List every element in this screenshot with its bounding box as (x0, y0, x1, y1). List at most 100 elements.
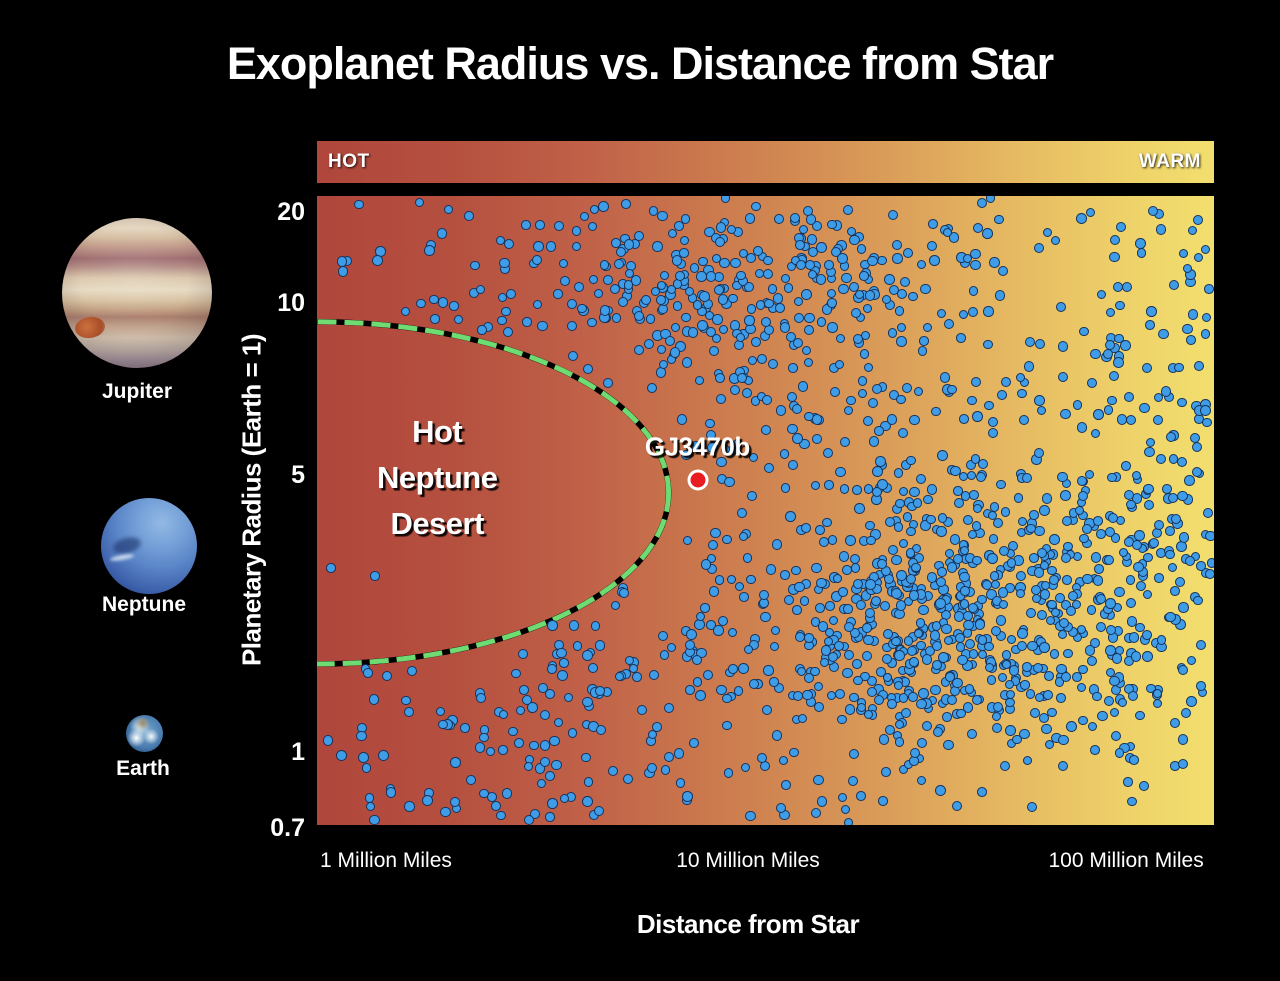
exoplanet-point (1103, 348, 1114, 360)
exoplanet-point (781, 780, 791, 790)
exoplanet-point (694, 690, 706, 702)
exoplanet-point (857, 376, 868, 386)
exoplanet-point (1125, 575, 1136, 586)
exoplanet-point (496, 315, 507, 326)
exoplanet-point (475, 742, 486, 753)
exoplanet-point (941, 624, 952, 635)
exoplanet-point (987, 428, 999, 439)
exoplanet-point (615, 247, 627, 258)
exoplanet-point (909, 487, 920, 498)
exoplanet-point (1128, 632, 1140, 644)
exoplanet-point (981, 580, 992, 591)
exoplanet-point (872, 466, 883, 477)
exoplanet-point (872, 487, 883, 498)
exoplanet-point (915, 473, 926, 484)
exoplanet-point (559, 793, 569, 804)
exoplanet-point (545, 241, 557, 252)
exoplanet-point (667, 229, 677, 239)
exoplanet-point (714, 373, 725, 383)
exoplanet-point (857, 388, 867, 398)
exoplanet-point (967, 729, 977, 740)
exoplanet-point (1077, 664, 1088, 675)
exoplanet-point (784, 511, 796, 523)
exoplanet-point (958, 414, 969, 425)
exoplanet-point (1105, 645, 1116, 656)
exoplanet-point (992, 517, 1004, 529)
exoplanet-point (502, 327, 513, 338)
exoplanet-point (962, 254, 972, 264)
exoplanet-point (1138, 780, 1149, 791)
exoplanet-point (972, 504, 983, 514)
exoplanet-point (894, 306, 905, 316)
exoplanet-point (972, 555, 982, 566)
exoplanet-point (917, 346, 927, 356)
exoplanet-point (1062, 575, 1072, 585)
exoplanet-point (496, 810, 506, 821)
exoplanet-point (711, 333, 722, 344)
exoplanet-point (1114, 748, 1125, 758)
exoplanet-point (1033, 394, 1045, 406)
exoplanet-point (1119, 548, 1129, 558)
exoplanet-point (536, 778, 547, 789)
jupiter-great-red-spot (73, 315, 107, 340)
exoplanet-point (582, 696, 593, 708)
exoplanet-point (1127, 796, 1137, 807)
exoplanet-point (764, 462, 775, 473)
exoplanet-point (727, 225, 737, 235)
exoplanet-point (936, 449, 948, 461)
exoplanet-point (641, 295, 652, 306)
exoplanet-point (689, 737, 700, 748)
exoplanet-point (511, 669, 521, 679)
exoplanet-point (1026, 801, 1037, 813)
exoplanet-point (545, 812, 555, 822)
exoplanet-point (794, 312, 805, 323)
exoplanet-point (611, 238, 621, 248)
exoplanet-point (695, 612, 705, 622)
exoplanet-point (556, 669, 568, 681)
exoplanet-point (989, 502, 1000, 512)
exoplanet-scatter (317, 196, 1214, 825)
exoplanet-point (706, 271, 717, 282)
exoplanet-point (942, 228, 952, 238)
exoplanet-point (475, 692, 487, 703)
exoplanet-point (902, 248, 913, 259)
exoplanet-point (760, 316, 772, 328)
exoplanet-point (1077, 491, 1089, 502)
exoplanet-point (1093, 575, 1104, 586)
hot-label: HOT (328, 151, 370, 172)
exoplanet-point (595, 686, 605, 696)
exoplanet-point (651, 241, 663, 252)
exoplanet-point (811, 562, 822, 574)
exoplanet-point (718, 325, 729, 335)
exoplanet-point (916, 640, 926, 651)
exoplanet-point (680, 214, 691, 224)
exoplanet-point (1008, 665, 1020, 676)
exoplanet-point (337, 266, 349, 277)
exoplanet-point (1186, 334, 1196, 345)
exoplanet-point (1061, 515, 1073, 527)
gj3470b-point (687, 469, 709, 491)
exoplanet-point (815, 274, 827, 285)
exoplanet-point (995, 615, 1007, 626)
exoplanet-point (1057, 760, 1068, 771)
exoplanet-point (1161, 484, 1172, 495)
exoplanet-point (920, 283, 931, 295)
exoplanet-point (821, 304, 833, 315)
exoplanet-point (1005, 689, 1015, 699)
exoplanet-point (957, 654, 969, 666)
exoplanet-point (1087, 656, 1098, 667)
exoplanet-point (935, 577, 947, 588)
exoplanet-point (839, 484, 850, 495)
exoplanet-point (886, 414, 898, 425)
exoplanet-point (915, 618, 926, 628)
exoplanet-point (899, 276, 911, 288)
exoplanet-point (1169, 280, 1180, 291)
exoplanet-point (1023, 361, 1035, 372)
exoplanet-point (970, 259, 981, 271)
exoplanet-point (1187, 309, 1199, 320)
exoplanet-point (1018, 517, 1028, 527)
exoplanet-point (335, 750, 347, 761)
exoplanet-point (1126, 414, 1137, 426)
exoplanet-point (692, 677, 703, 687)
exoplanet-point (855, 599, 866, 610)
